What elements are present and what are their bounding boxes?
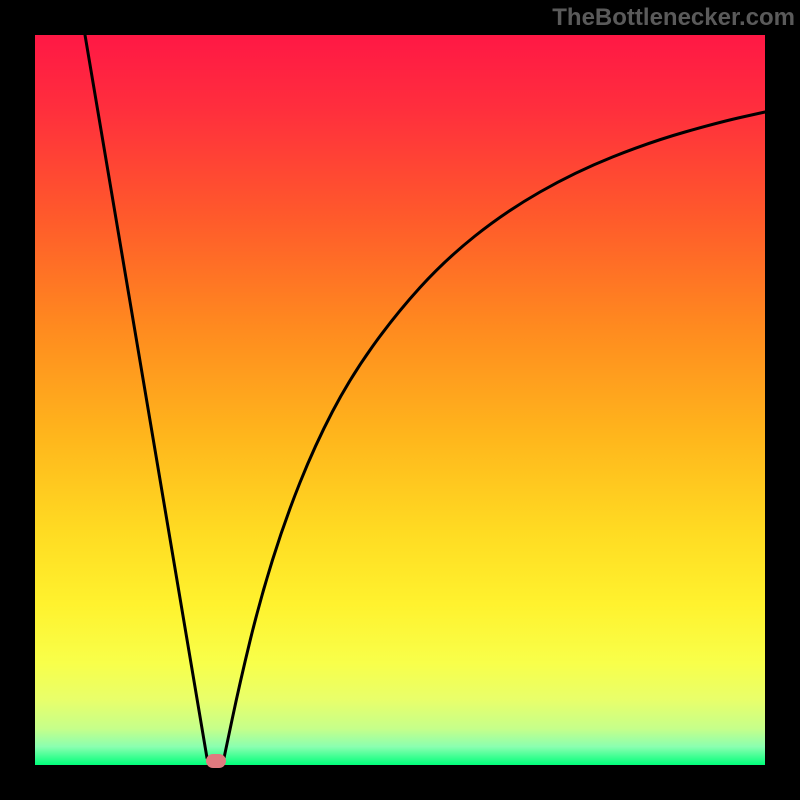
optimal-point-marker — [206, 754, 226, 768]
chart-container: TheBottlenecker.com — [0, 0, 800, 800]
curve-overlay — [0, 0, 800, 800]
bottleneck-curve — [85, 35, 765, 760]
watermark-text: TheBottlenecker.com — [552, 4, 795, 32]
